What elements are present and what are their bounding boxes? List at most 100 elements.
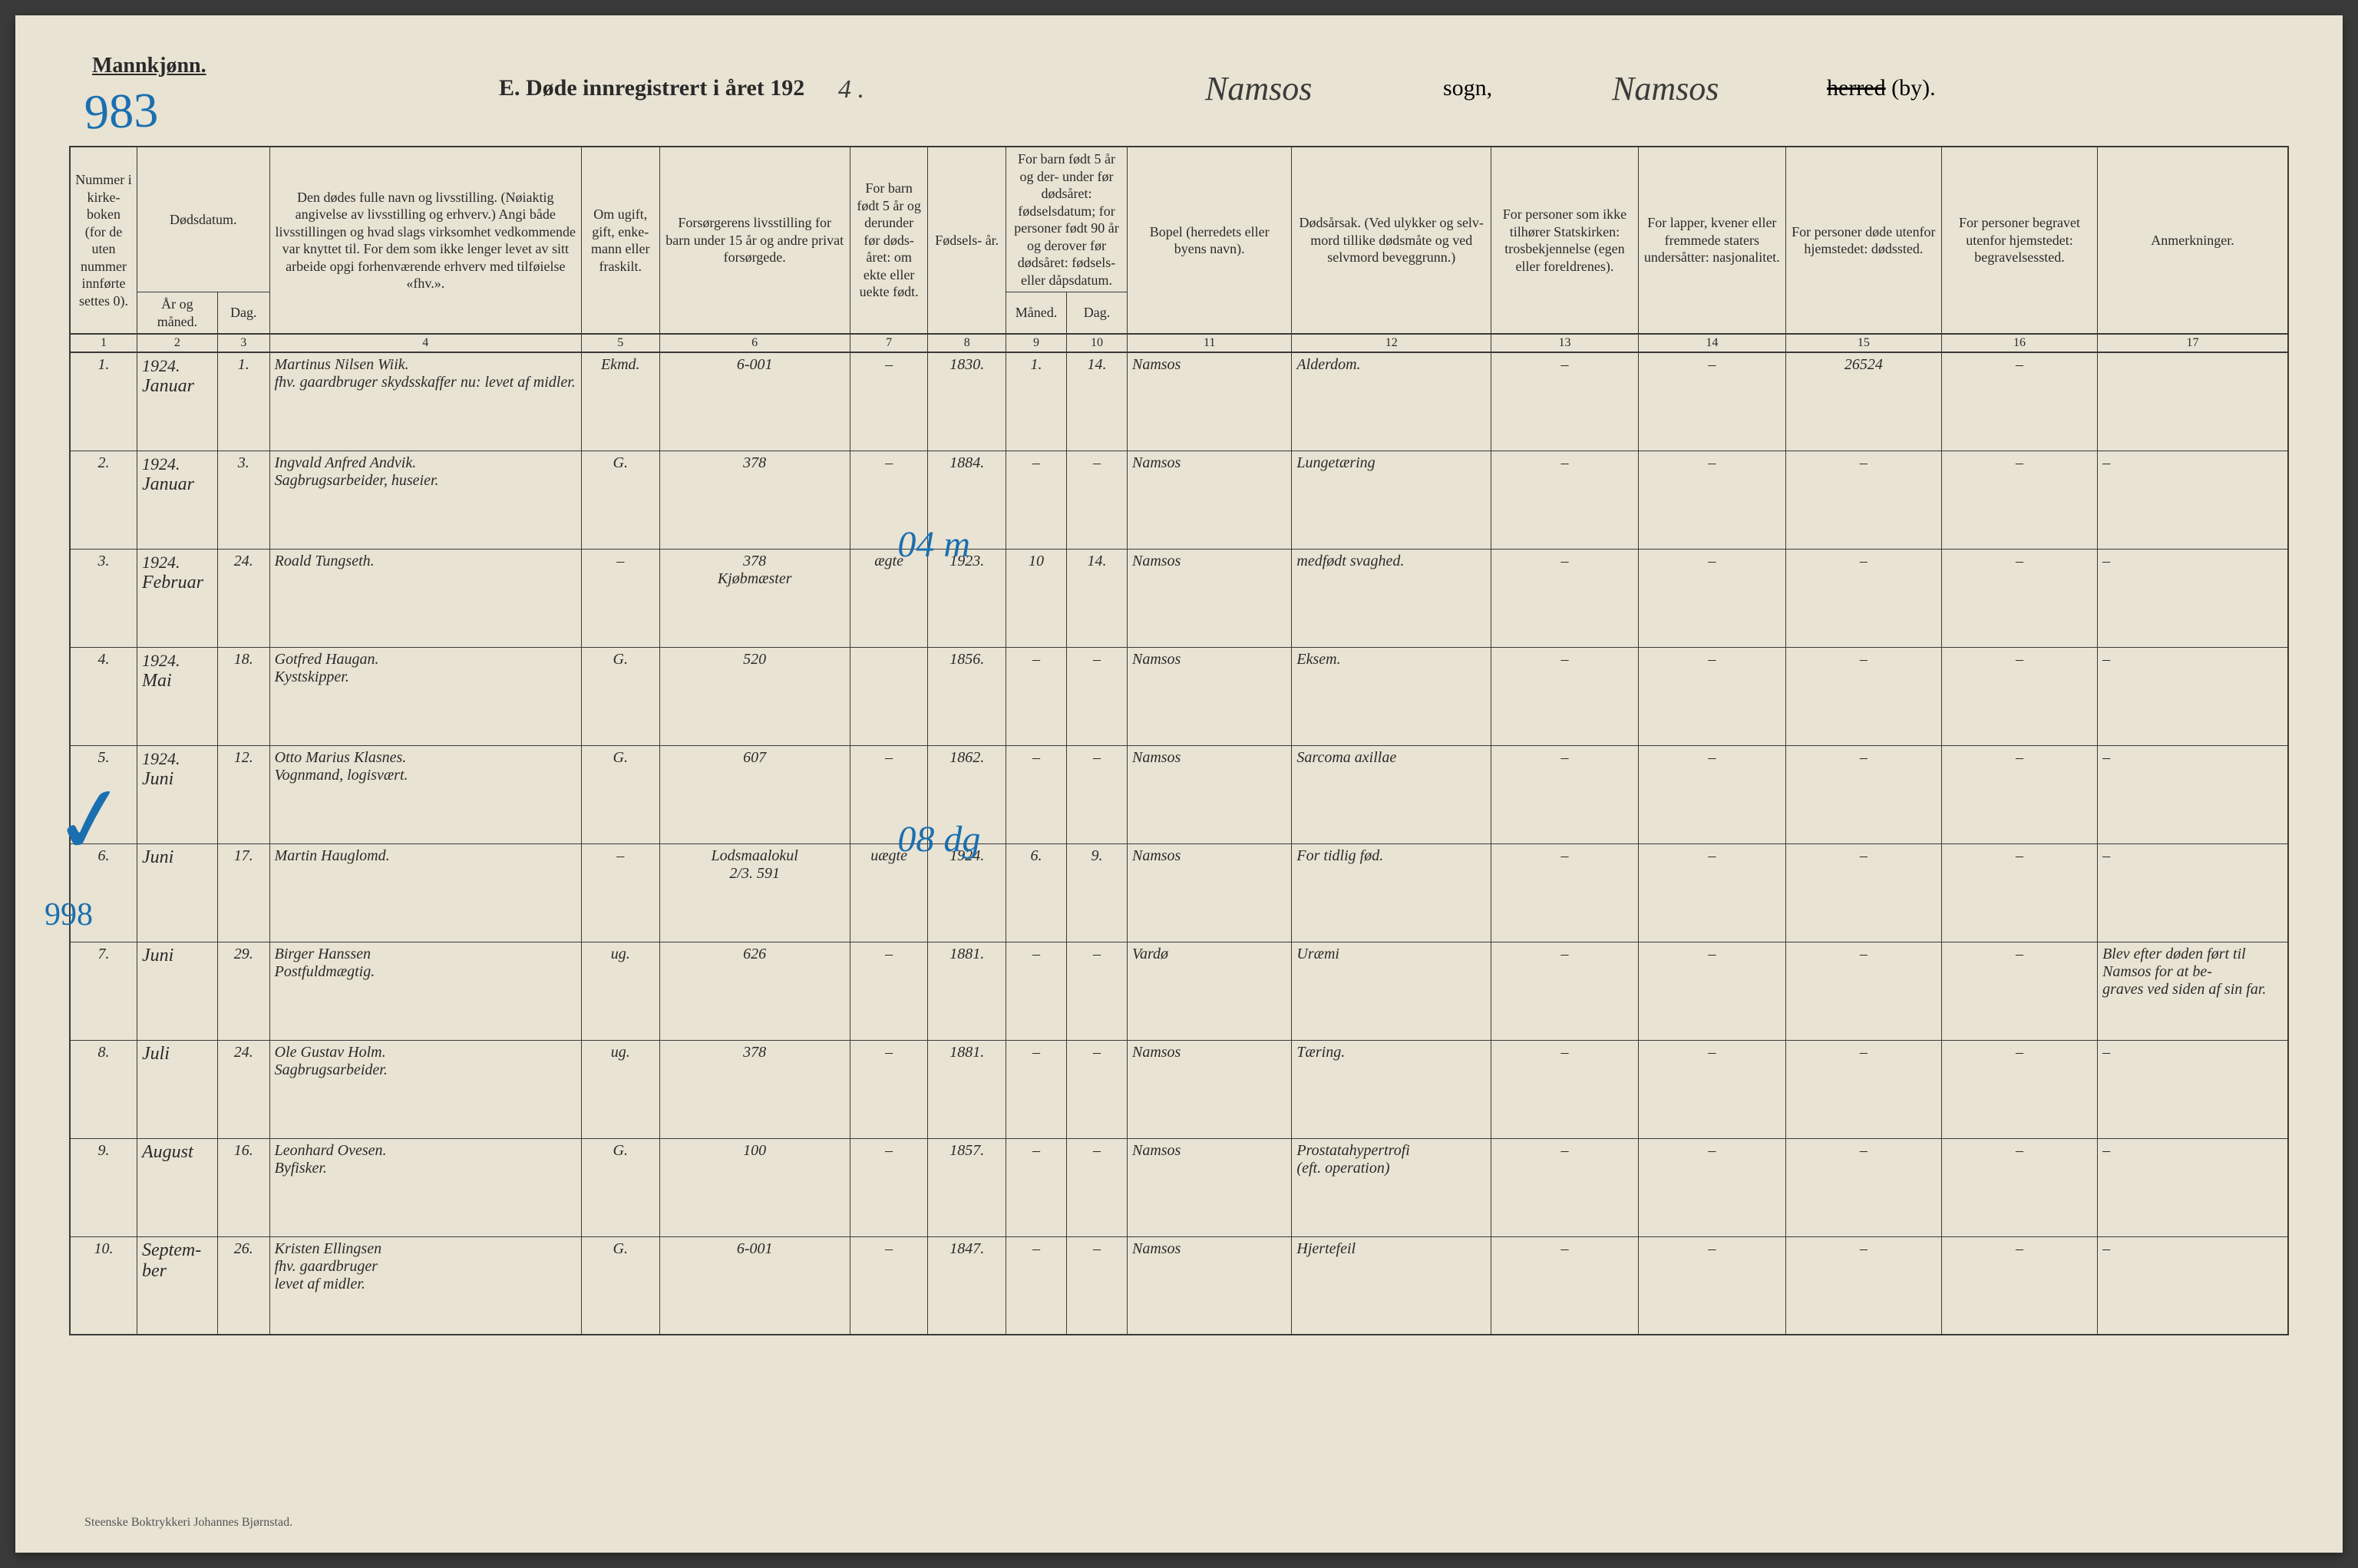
- margin-number-annotation: 998: [45, 896, 93, 933]
- col-header-birthdate: For barn født 5 år og der- under før død…: [1006, 147, 1127, 292]
- cell-birthyear: 1924.08 dg: [928, 843, 1006, 942]
- cell-nationality: –: [1638, 352, 1785, 451]
- cell-birthyear: 1881.: [928, 942, 1006, 1040]
- checkmark-annotation: ✓: [45, 763, 137, 880]
- cell-birthyear: 1856.: [928, 647, 1006, 745]
- column-numbers-row: 1 2 3 4 5 6 7 8 9 10 11 12 13 14 15 16 1…: [70, 334, 2288, 352]
- herred-strike: herred: [1827, 75, 1886, 101]
- col-header-legitimate: For barn født 5 år og derunder før døds-…: [850, 147, 928, 334]
- gender-label: Mannkjønn.: [92, 54, 206, 78]
- cell-status: G.: [581, 1138, 659, 1236]
- cell-remarks: Blev efter døden ført til Namsos for at …: [2098, 942, 2288, 1040]
- cell-faith: –: [1491, 745, 1639, 843]
- col-header-number: Nummer i kirke- boken (for de uten numme…: [70, 147, 137, 334]
- cell-birthyear: 1830.: [928, 352, 1006, 451]
- cell-birthyear: 1923.04 m: [928, 549, 1006, 647]
- cell-deathplace: –: [1785, 451, 1941, 549]
- cell-day: 18.: [217, 647, 269, 745]
- printer-footer: Steenske Boktrykkeri Johannes Bjørnstad.: [84, 1516, 292, 1530]
- cell-name: Birger HanssenPostfuldmægtig.: [269, 942, 581, 1040]
- cell-deathplace: –: [1785, 549, 1941, 647]
- colnum: 6: [659, 334, 850, 352]
- cell-day: 24.: [217, 1040, 269, 1138]
- cell-day: 1.: [217, 352, 269, 451]
- cell-year-month: Septem- ber: [137, 1236, 217, 1335]
- cell-legitimate: –: [850, 1236, 928, 1335]
- table-row: 5.1924.Juni12.Otto Marius Klasnes.Vognma…: [70, 745, 2288, 843]
- cell-deathplace: –: [1785, 942, 1941, 1040]
- col-header-provider: Forsørgerens livsstilling for barn under…: [659, 147, 850, 334]
- cell-birth-month: –: [1006, 647, 1066, 745]
- colnum: 3: [217, 334, 269, 352]
- cell-remarks: –: [2098, 745, 2288, 843]
- cell-year-month: 1924.Januar: [137, 352, 217, 451]
- cell-number: 4.: [70, 647, 137, 745]
- cell-name: Gotfred Haugan.Kystskipper.: [269, 647, 581, 745]
- cell-day: 24.: [217, 549, 269, 647]
- colnum: 17: [2098, 334, 2288, 352]
- cell-burialplace: –: [1941, 1138, 2097, 1236]
- table-row: 6.Juni17.Martin Hauglomd.–Lodsmaalokul2/…: [70, 843, 2288, 942]
- colnum: 16: [1941, 334, 2097, 352]
- col-subheader-yearmonth: År og måned.: [137, 292, 217, 335]
- cell-cause: Eksem.: [1292, 647, 1491, 745]
- cell-remarks: –: [2098, 1138, 2288, 1236]
- cell-birthyear: 1847.: [928, 1236, 1006, 1335]
- cell-faith: –: [1491, 843, 1639, 942]
- table-row: 3.1924.Februar24.Roald Tungseth.–378Kjøb…: [70, 549, 2288, 647]
- cell-nationality: –: [1638, 843, 1785, 942]
- cell-year-month: 1924.Februar: [137, 549, 217, 647]
- cell-day: 29.: [217, 942, 269, 1040]
- cell-burialplace: –: [1941, 647, 2097, 745]
- cell-birth-day: –: [1066, 1138, 1127, 1236]
- cell-cause: For tidlig fød.: [1292, 843, 1491, 942]
- cell-cause: Sarcoma axillae: [1292, 745, 1491, 843]
- cell-status: ug.: [581, 942, 659, 1040]
- cell-year-month: Juli: [137, 1040, 217, 1138]
- table-body: 1.1924.Januar1.Martinus Nilsen Wiik.fhv.…: [70, 352, 2288, 1335]
- cell-birth-month: –: [1006, 942, 1066, 1040]
- col-header-remarks: Anmerkninger.: [2098, 147, 2288, 334]
- table-row: 8.Juli24.Ole Gustav Holm.Sagbrugsarbeide…: [70, 1040, 2288, 1138]
- death-register-table: Nummer i kirke- boken (for de uten numme…: [69, 146, 2289, 1335]
- table-row: 1.1924.Januar1.Martinus Nilsen Wiik.fhv.…: [70, 352, 2288, 451]
- colnum: 7: [850, 334, 928, 352]
- cell-nationality: –: [1638, 451, 1785, 549]
- table-row: 9.August16.Leonhard Ovesen.Byfisker.G.10…: [70, 1138, 2288, 1236]
- cell-name: Ingvald Anfred Andvik.Sagbrugsarbeider, …: [269, 451, 581, 549]
- cell-faith: –: [1491, 1040, 1639, 1138]
- cell-legitimate: uægte: [850, 843, 928, 942]
- cell-remarks: –: [2098, 549, 2288, 647]
- cell-legitimate: ægte: [850, 549, 928, 647]
- cell-nationality: –: [1638, 942, 1785, 1040]
- cell-residence: Namsos: [1127, 1236, 1291, 1335]
- cell-name: Martin Hauglomd.: [269, 843, 581, 942]
- cell-cause: Tæring.: [1292, 1040, 1491, 1138]
- cell-residence: Namsos: [1127, 1138, 1291, 1236]
- cell-birth-day: –: [1066, 745, 1127, 843]
- cell-number: 1.: [70, 352, 137, 451]
- cell-residence: Namsos: [1127, 549, 1291, 647]
- cell-residence: Namsos: [1127, 1040, 1291, 1138]
- cell-remarks: –: [2098, 843, 2288, 942]
- cell-provider: 6-001: [659, 352, 850, 451]
- cell-name: Otto Marius Klasnes.Vognmand, logisvært.: [269, 745, 581, 843]
- colnum: 15: [1785, 334, 1941, 352]
- cell-status: ug.: [581, 1040, 659, 1138]
- cell-deathplace: –: [1785, 1138, 1941, 1236]
- col-header-deathdate: Dødsdatum.: [137, 147, 269, 292]
- cell-name: Ole Gustav Holm.Sagbrugsarbeider.: [269, 1040, 581, 1138]
- colnum: 1: [70, 334, 137, 352]
- cell-cause: Hjertefeil: [1292, 1236, 1491, 1335]
- cell-faith: –: [1491, 1236, 1639, 1335]
- cell-name: Martinus Nilsen Wiik.fhv. gaardbruger sk…: [269, 352, 581, 451]
- cell-status: G.: [581, 451, 659, 549]
- cell-year-month: 1924.Mai: [137, 647, 217, 745]
- col-header-faith: For personer som ikke tilhører Statskirk…: [1491, 147, 1639, 334]
- cell-provider: 100: [659, 1138, 850, 1236]
- cell-status: G.: [581, 745, 659, 843]
- cell-deathplace: –: [1785, 647, 1941, 745]
- cell-birth-month: 6.: [1006, 843, 1066, 942]
- cell-residence: Namsos: [1127, 451, 1291, 549]
- cell-provider: 378Kjøbmæster: [659, 549, 850, 647]
